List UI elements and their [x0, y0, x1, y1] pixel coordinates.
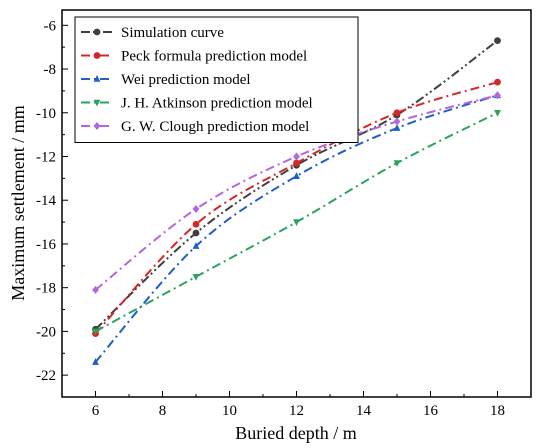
legend-label: Wei prediction model — [121, 72, 251, 88]
y-tick-label: -10 — [36, 106, 56, 122]
legend-marker — [93, 99, 101, 107]
x-axis-label: Buried depth / m — [235, 423, 356, 443]
data-point — [192, 220, 200, 228]
data-point — [192, 273, 200, 281]
legend-item: G. W. Clough prediction model — [81, 119, 309, 135]
data-point — [293, 152, 300, 161]
legend-label: Peck formula prediction model — [121, 49, 307, 65]
data-point — [293, 219, 300, 227]
legend-marker — [93, 28, 101, 36]
y-axis-ticks: -22 -20 -18 -16 -14 -12 -10 -8 -6 — [36, 18, 68, 398]
series-5 — [92, 91, 501, 294]
data-point — [393, 124, 401, 131]
legend-item: J. H. Atkinson prediction model — [81, 96, 313, 112]
legend-label: G. W. Clough prediction model — [121, 119, 309, 135]
legend-item: Peck formula prediction model — [81, 49, 307, 65]
data-point — [393, 160, 401, 168]
x-tick-label: 6 — [92, 403, 100, 419]
legend-item: Wei prediction model — [81, 72, 251, 88]
data-point — [192, 229, 200, 237]
y-tick-label: -20 — [36, 324, 56, 340]
legend-marker — [93, 75, 101, 82]
y-tick-label: -6 — [44, 18, 57, 34]
x-tick-label: 10 — [222, 403, 237, 419]
data-point — [393, 117, 401, 126]
legend-item: Simulation curve — [81, 25, 224, 41]
data-point — [92, 285, 99, 294]
x-axis-ticks: 6 8 10 12 14 16 18 — [61, 391, 532, 419]
legend-marker — [93, 122, 101, 130]
y-axis-label: Maximum settlement / mm — [8, 105, 28, 300]
series-layer — [92, 37, 501, 365]
legend: Simulation curve Peck formula prediction … — [74, 16, 359, 143]
x-tick-label: 18 — [490, 403, 505, 419]
legend-marker — [93, 52, 101, 59]
data-point — [494, 37, 501, 45]
y-tick-label: -8 — [44, 62, 57, 78]
y-tick-label: -14 — [36, 193, 56, 209]
plot-area: 6 8 10 12 14 16 18 -22 -20 -18 -16 -14 -12 -10 -8 -6 — [36, 9, 532, 419]
x-tick-label: 8 — [159, 403, 167, 419]
data-point — [393, 109, 401, 117]
data-point — [293, 172, 300, 179]
data-point — [192, 242, 200, 249]
x-tick-label: 14 — [356, 403, 372, 419]
y-tick-label: -16 — [36, 237, 56, 253]
data-point — [192, 204, 200, 213]
legend-label: J. H. Atkinson prediction model — [121, 96, 313, 112]
data-point — [494, 91, 501, 100]
x-tick-label: 16 — [423, 403, 439, 419]
y-tick-label: -18 — [36, 281, 56, 297]
data-point — [92, 358, 99, 365]
y-tick-label: -22 — [36, 368, 56, 384]
series-line — [94, 94, 498, 363]
data-point — [92, 328, 99, 336]
legend-label: Simulation curve — [121, 25, 224, 41]
series-4 — [92, 109, 501, 336]
legend-box — [74, 16, 359, 143]
x-tick-label: 12 — [289, 403, 304, 419]
data-point — [494, 78, 501, 86]
data-point — [494, 109, 501, 117]
data-point — [293, 159, 300, 167]
y-tick-label: -12 — [36, 149, 56, 165]
